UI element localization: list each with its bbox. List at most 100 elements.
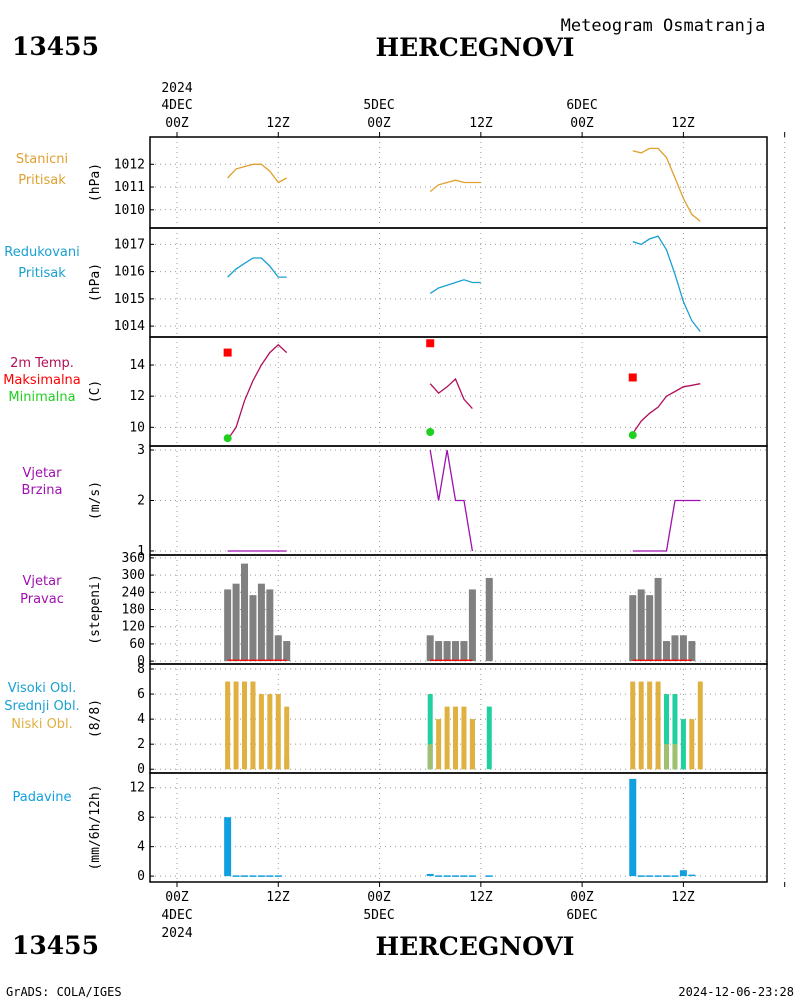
y-tick-label: 3 bbox=[137, 443, 145, 458]
cloud-bar bbox=[225, 681, 231, 770]
y-tick-label: 2 bbox=[137, 737, 145, 752]
cloud-bar bbox=[672, 744, 678, 770]
cloud-bar bbox=[250, 681, 256, 770]
precip-bar bbox=[688, 874, 696, 877]
top-hour-4: 12Z bbox=[469, 116, 493, 131]
cloud-bar bbox=[680, 719, 686, 770]
precip-bar bbox=[224, 817, 232, 877]
precip-bar bbox=[435, 875, 443, 877]
y-tick-label: 4 bbox=[137, 712, 145, 727]
series-line bbox=[632, 383, 701, 434]
y-tick-label: 10 bbox=[129, 420, 145, 435]
top-hour-2: 12Z bbox=[266, 116, 290, 131]
wind-dir-bar bbox=[663, 641, 671, 662]
bottom-hour-6: 12Z bbox=[671, 890, 695, 905]
series-line bbox=[429, 377, 473, 410]
unit-label: (8/8) bbox=[88, 699, 103, 738]
cloud-bar bbox=[258, 694, 264, 770]
y-tick-label: 1 bbox=[137, 544, 145, 559]
precip-bar bbox=[452, 875, 460, 877]
cloud-bar bbox=[647, 681, 653, 770]
series-line bbox=[429, 449, 474, 552]
bottom-hour-1: 00Z bbox=[165, 890, 189, 905]
unit-label: (mm/6h/12h) bbox=[88, 784, 103, 870]
precip-bar bbox=[679, 870, 687, 877]
y-tick-label: 12 bbox=[129, 781, 145, 796]
precip-bar bbox=[249, 875, 257, 877]
panel-label-line: Stanicni bbox=[16, 152, 68, 167]
cloud-bar bbox=[436, 719, 442, 770]
wind-dir-bar bbox=[232, 583, 240, 662]
top-day-2: 5DEC bbox=[363, 98, 394, 113]
top-hour-6: 12Z bbox=[671, 116, 695, 131]
cloud-bar bbox=[427, 694, 433, 770]
max-temp-marker bbox=[628, 373, 637, 382]
y-tick-label: 180 bbox=[122, 603, 145, 618]
precip-bar bbox=[671, 875, 679, 877]
precip-bar bbox=[443, 875, 451, 877]
footer-credit: GrADS: COLA/IGES bbox=[6, 985, 122, 999]
cloud-bar bbox=[427, 744, 433, 770]
y-tick-label: 6 bbox=[137, 687, 145, 702]
min-temp-marker bbox=[628, 431, 637, 440]
precip-bar bbox=[426, 873, 434, 877]
panel-frame bbox=[149, 772, 768, 883]
top-hour-1: 00Z bbox=[165, 116, 189, 131]
wind-dir-bar bbox=[688, 641, 696, 662]
wind-dir-bar bbox=[468, 589, 476, 662]
panel-frame bbox=[149, 227, 768, 338]
bottom-day-3: 6DEC bbox=[566, 908, 597, 923]
wind-dir-bar bbox=[224, 589, 232, 662]
y-tick-label: 8 bbox=[137, 810, 145, 825]
bottom-hour-4: 12Z bbox=[469, 890, 493, 905]
panel-label-line: Maksimalna bbox=[3, 373, 81, 388]
wind-dir-bar bbox=[679, 635, 687, 662]
y-tick-label: 360 bbox=[122, 551, 145, 566]
panel-label-line: Vjetar bbox=[23, 574, 63, 589]
wind-dir-bar bbox=[452, 641, 460, 662]
cloud-bar bbox=[697, 681, 703, 770]
wind-dir-bar bbox=[283, 641, 291, 662]
y-tick-label: 240 bbox=[122, 585, 145, 600]
panel-label-line: Srednji Obl. bbox=[4, 699, 79, 714]
series-line bbox=[632, 235, 701, 332]
cloud-bar bbox=[267, 694, 273, 770]
precip-bar bbox=[629, 778, 637, 877]
station-name-bottom: HERCEGNOVI bbox=[375, 932, 574, 961]
wind-dir-bar bbox=[435, 641, 443, 662]
unit-label: (stepeni) bbox=[88, 574, 103, 644]
precip-bar bbox=[637, 875, 645, 877]
series-line bbox=[227, 343, 288, 441]
cloud-bar bbox=[664, 694, 670, 770]
top-year: 2024 bbox=[161, 81, 192, 96]
min-temp-marker bbox=[426, 427, 435, 436]
cloud-bar bbox=[638, 681, 644, 770]
cloud-bar bbox=[664, 744, 670, 770]
precip-bar bbox=[274, 875, 282, 877]
wind-dir-bar bbox=[460, 641, 468, 662]
series-line bbox=[632, 499, 701, 552]
min-temp-marker bbox=[223, 434, 232, 443]
wind-dir-bar bbox=[241, 563, 249, 662]
y-tick-label: 12 bbox=[129, 389, 145, 404]
cloud-bar bbox=[655, 681, 661, 770]
panel-label-line: Vjetar bbox=[23, 466, 63, 481]
product-title: Meteogram Osmatranja bbox=[561, 16, 766, 36]
panel-label-line: Pritisak bbox=[18, 173, 66, 188]
y-tick-label: 0 bbox=[137, 654, 145, 669]
wind-dir-bar bbox=[654, 577, 662, 662]
top-hour-5: 00Z bbox=[570, 116, 594, 131]
unit-label: (C) bbox=[88, 380, 103, 403]
panel-label-line: Redukovani bbox=[4, 245, 79, 260]
series-line bbox=[429, 179, 481, 193]
max-temp-marker bbox=[223, 348, 232, 357]
panel-pressure: 1010 1011 1012 (hPa) Stanicni Pritisak bbox=[16, 136, 786, 229]
cloud-bar bbox=[486, 706, 492, 770]
y-tick-label: 1010 bbox=[114, 203, 145, 218]
wind-dir-bar bbox=[266, 589, 274, 662]
wind-dir-bar bbox=[637, 589, 645, 662]
wind-dir-bar bbox=[257, 583, 265, 662]
cloud-bar bbox=[284, 706, 290, 770]
cloud-bar bbox=[630, 681, 636, 770]
